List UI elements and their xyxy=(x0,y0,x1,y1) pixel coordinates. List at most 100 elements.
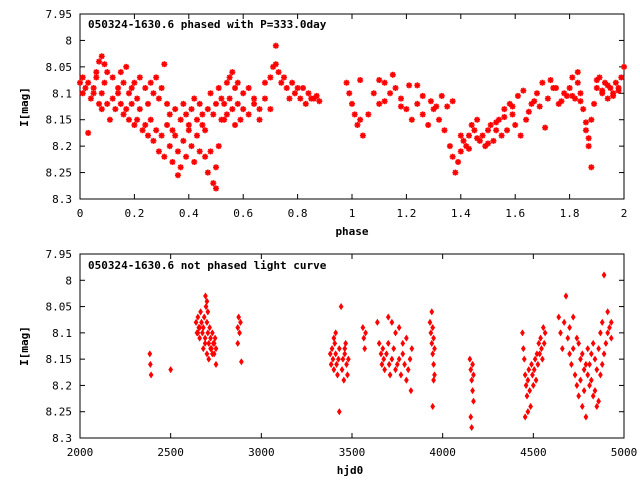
phased-y-tick-label: 8.25 xyxy=(46,167,73,180)
data-point xyxy=(204,350,210,358)
phased-x-tick-label: 1.8 xyxy=(560,207,580,220)
data-point xyxy=(365,111,372,118)
data-point xyxy=(396,324,402,332)
data-point xyxy=(261,79,268,86)
data-point xyxy=(449,98,456,105)
data-point xyxy=(501,106,508,113)
data-point xyxy=(204,169,211,176)
phased-x-tick-label: 0 xyxy=(77,207,84,220)
data-point xyxy=(148,371,154,379)
data-point xyxy=(128,85,135,91)
data-point xyxy=(101,79,108,86)
data-point xyxy=(520,345,526,353)
data-point xyxy=(603,339,609,347)
data-point xyxy=(577,90,584,97)
data-point xyxy=(615,87,622,94)
data-point xyxy=(208,345,213,353)
data-point xyxy=(98,53,105,60)
data-point xyxy=(553,85,559,91)
data-point xyxy=(134,95,141,102)
data-point xyxy=(599,360,605,368)
data-point xyxy=(351,111,358,118)
data-point xyxy=(332,339,338,347)
data-point xyxy=(174,148,181,155)
data-point xyxy=(172,132,179,139)
data-point xyxy=(136,106,143,113)
data-point xyxy=(570,313,576,321)
phased-y-axis-label: I[mag] xyxy=(18,87,31,127)
data-point xyxy=(174,172,181,179)
data-point xyxy=(229,106,236,113)
data-point xyxy=(251,100,258,107)
data-point xyxy=(612,79,619,86)
unphased-chart-title: 050324-1630.6 not phased light curve xyxy=(88,259,327,272)
data-point xyxy=(237,116,244,123)
phased-light-curve-panel: 050324-1630.6 phased with P=333.0day pha… xyxy=(18,8,627,238)
data-point xyxy=(346,355,351,363)
data-point xyxy=(397,103,404,110)
data-point xyxy=(245,85,252,91)
data-point xyxy=(261,95,268,102)
data-point xyxy=(529,360,534,368)
data-point xyxy=(498,132,505,139)
data-point xyxy=(331,334,337,342)
data-point xyxy=(153,127,160,134)
data-point xyxy=(169,127,176,134)
data-point xyxy=(576,339,582,347)
data-point xyxy=(408,387,414,395)
data-point xyxy=(582,127,589,134)
data-point xyxy=(604,82,611,89)
data-point xyxy=(197,334,203,342)
data-point xyxy=(125,90,132,97)
data-point xyxy=(538,334,543,342)
data-point xyxy=(360,324,366,332)
data-point xyxy=(342,345,348,353)
data-point xyxy=(561,318,567,326)
data-point xyxy=(540,355,545,363)
data-point xyxy=(333,329,339,337)
data-point xyxy=(563,92,570,99)
data-point xyxy=(605,329,611,337)
data-point xyxy=(396,355,402,363)
data-point xyxy=(539,345,544,353)
data-point xyxy=(582,119,589,126)
data-point xyxy=(567,350,572,358)
data-point xyxy=(590,339,596,347)
data-point xyxy=(509,103,516,110)
unphased-x-tick-label: 4500 xyxy=(520,446,547,459)
data-point xyxy=(596,345,601,353)
data-point xyxy=(212,334,218,342)
data-point xyxy=(336,355,341,363)
data-point xyxy=(272,42,279,49)
data-point xyxy=(354,122,361,128)
unphased-y-tick-label: 8.1 xyxy=(52,327,72,340)
phased-chart-title: 050324-1630.6 phased with P=333.0day xyxy=(88,18,327,31)
data-point xyxy=(588,116,595,123)
data-point xyxy=(537,350,543,358)
data-point xyxy=(237,329,242,337)
data-point xyxy=(398,371,404,379)
unphased-y-tick-label: 8.15 xyxy=(46,353,73,366)
data-point xyxy=(431,334,436,342)
data-point xyxy=(203,303,209,311)
phased-y-tick-label: 7.95 xyxy=(46,8,73,21)
data-point xyxy=(207,90,214,97)
data-point xyxy=(533,376,539,384)
data-point xyxy=(501,114,508,121)
data-point xyxy=(198,308,203,316)
data-point xyxy=(341,376,347,384)
data-point xyxy=(267,106,274,113)
phased-x-ticks: 0 0.2 0.4 0.6 0.8 1 1.2 1.4 1.6 1.8 2 xyxy=(77,14,627,220)
data-point xyxy=(166,143,173,150)
data-point xyxy=(527,387,533,395)
data-point xyxy=(221,100,228,107)
unphased-light-curve-panel: 050324-1630.6 not phased light curve hjd… xyxy=(18,248,637,477)
data-point xyxy=(343,79,350,86)
data-point xyxy=(206,355,212,363)
data-point xyxy=(389,318,395,326)
data-point xyxy=(339,366,345,374)
phased-x-tick-label: 0.6 xyxy=(233,207,253,220)
data-point xyxy=(239,358,244,366)
data-point xyxy=(430,324,436,332)
